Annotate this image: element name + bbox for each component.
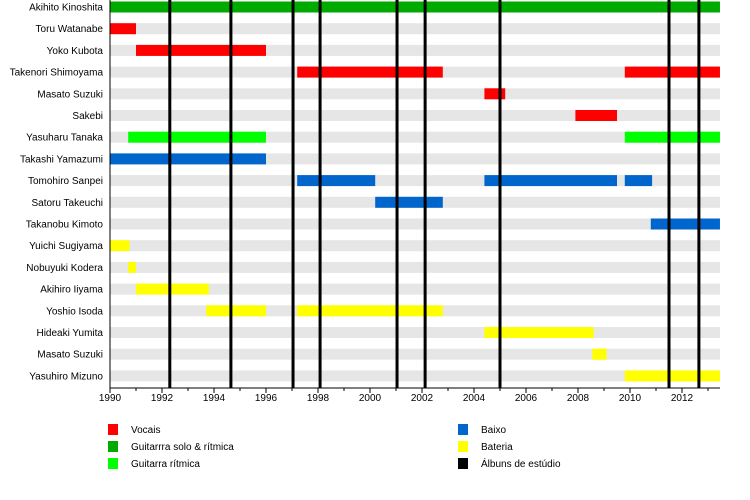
member-label: Yasuhiro Mizuno	[29, 371, 103, 382]
bar-drums	[128, 261, 136, 273]
row-band	[110, 23, 720, 35]
bar-lead_guitar	[110, 1, 720, 13]
bar-drums	[206, 305, 266, 317]
album-line	[697, 0, 701, 388]
bar-bass	[297, 175, 376, 187]
x-tick-label: 1994	[203, 393, 226, 404]
member-label: Tomohiro Sanpei	[28, 176, 103, 187]
bar-vocals	[575, 110, 617, 121]
bar-bass	[484, 175, 617, 187]
legend-swatch-vocals	[108, 424, 118, 435]
bar-bass	[375, 196, 443, 208]
album-line	[168, 0, 172, 388]
member-label: Masato Suzuki	[37, 89, 103, 100]
legend-label-albums: Álbuns de estúdio	[481, 457, 561, 470]
row-band	[110, 218, 720, 230]
row-band	[110, 175, 720, 187]
bar-bass	[624, 175, 653, 187]
bar-drums	[624, 370, 720, 382]
row-band	[110, 153, 720, 165]
legend-label-drums: Bateria	[481, 442, 513, 453]
member-label: Takashi Yamazumi	[20, 154, 103, 165]
row-band	[110, 348, 720, 360]
bar-rhythm_guitar	[624, 131, 720, 143]
legend-label-lead_guitar: Guitarrra solo & rítmica	[131, 442, 234, 453]
row-band	[110, 261, 720, 273]
legend-swatch-drums	[458, 441, 468, 452]
legend-label-rhythm_guitar: Guitarra rítmica	[131, 459, 200, 470]
member-label: Yoko Kubota	[47, 46, 104, 57]
member-label: Toru Watanabe	[36, 24, 104, 35]
album-line	[291, 0, 295, 388]
album-line	[423, 0, 427, 388]
row-band	[110, 44, 720, 56]
bar-drums	[110, 240, 130, 252]
legend-swatch-albums	[458, 458, 468, 469]
album-line	[395, 0, 399, 388]
x-tick-label: 2002	[411, 393, 434, 404]
bar-vocals	[136, 44, 266, 56]
member-label: Akihito Kinoshita	[29, 3, 103, 14]
row-band	[110, 370, 720, 382]
row-band	[110, 327, 720, 338]
x-tick-label: 2010	[619, 393, 642, 404]
album-line	[229, 0, 233, 388]
x-tick-label: 1990	[99, 393, 122, 404]
legend-label-vocals: Vocais	[131, 425, 160, 436]
row-band	[110, 110, 720, 121]
legend-swatch-bass	[458, 424, 468, 435]
bar-bass	[110, 153, 266, 165]
x-tick-label: 2008	[567, 393, 590, 404]
x-tick-label: 2004	[463, 393, 486, 404]
x-tick-label: 2012	[671, 393, 694, 404]
member-label: Sakebi	[72, 111, 103, 122]
album-line	[667, 0, 671, 388]
row-band	[110, 240, 720, 252]
album-line	[498, 0, 502, 388]
x-tick-label: 1996	[255, 393, 278, 404]
bar-drums	[297, 305, 443, 317]
member-label: Akihiro Iiyama	[40, 285, 103, 296]
bar-rhythm_guitar	[128, 131, 266, 143]
member-label: Nobuyuki Kodera	[26, 263, 103, 274]
row-band	[110, 283, 720, 295]
member-label: Hideaki Yumita	[36, 328, 103, 339]
x-tick-label: 1992	[151, 393, 174, 404]
x-tick-label: 1998	[307, 393, 330, 404]
bar-vocals	[297, 66, 443, 78]
member-label: Takenori Shimoyama	[10, 68, 104, 79]
member-label: Yoshio Isoda	[46, 306, 103, 317]
member-label: Takanobu Kimoto	[26, 220, 104, 231]
legend-swatch-rhythm_guitar	[108, 458, 118, 469]
bar-drums	[484, 327, 594, 338]
album-line	[318, 0, 322, 388]
legend-label-bass: Baixo	[481, 425, 506, 436]
bar-drums	[592, 348, 607, 360]
bar-drums	[136, 283, 209, 295]
legend-swatch-lead_guitar	[108, 441, 118, 452]
row-band	[110, 131, 720, 143]
member-label: Satoru Takeuchi	[31, 198, 103, 209]
bar-bass	[650, 218, 720, 230]
x-tick-label: 2006	[515, 393, 538, 404]
member-label: Yasuharu Tanaka	[26, 133, 103, 144]
bar-vocals	[110, 23, 136, 35]
row-band	[110, 88, 720, 100]
member-label: Masato Suzuki	[37, 350, 103, 361]
bar-vocals	[484, 88, 506, 100]
x-tick-label: 2000	[359, 393, 382, 404]
member-label: Yuichi Sugiyama	[29, 241, 103, 252]
bar-vocals	[624, 66, 720, 78]
